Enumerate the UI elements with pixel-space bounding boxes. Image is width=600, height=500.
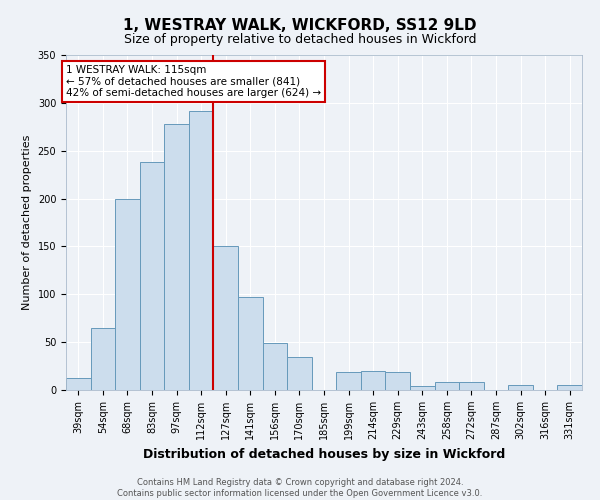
Bar [238,297,263,390]
Bar [164,124,189,390]
Bar [66,378,91,390]
Bar [287,356,312,390]
Y-axis label: Number of detached properties: Number of detached properties [22,135,32,310]
Bar [140,162,164,390]
Text: 1, WESTRAY WALK, WICKFORD, SS12 9LD: 1, WESTRAY WALK, WICKFORD, SS12 9LD [123,18,477,32]
Bar [263,343,287,390]
Bar [410,386,434,390]
Bar [557,385,582,390]
Bar [361,371,385,390]
X-axis label: Distribution of detached houses by size in Wickford: Distribution of detached houses by size … [143,448,505,460]
Text: 1 WESTRAY WALK: 115sqm
← 57% of detached houses are smaller (841)
42% of semi-de: 1 WESTRAY WALK: 115sqm ← 57% of detached… [66,65,321,98]
Bar [508,385,533,390]
Bar [91,328,115,390]
Bar [115,198,140,390]
Bar [214,246,238,390]
Bar [189,112,214,390]
Text: Contains HM Land Registry data © Crown copyright and database right 2024.
Contai: Contains HM Land Registry data © Crown c… [118,478,482,498]
Bar [336,372,361,390]
Text: Size of property relative to detached houses in Wickford: Size of property relative to detached ho… [124,32,476,46]
Bar [459,382,484,390]
Bar [434,382,459,390]
Bar [385,372,410,390]
